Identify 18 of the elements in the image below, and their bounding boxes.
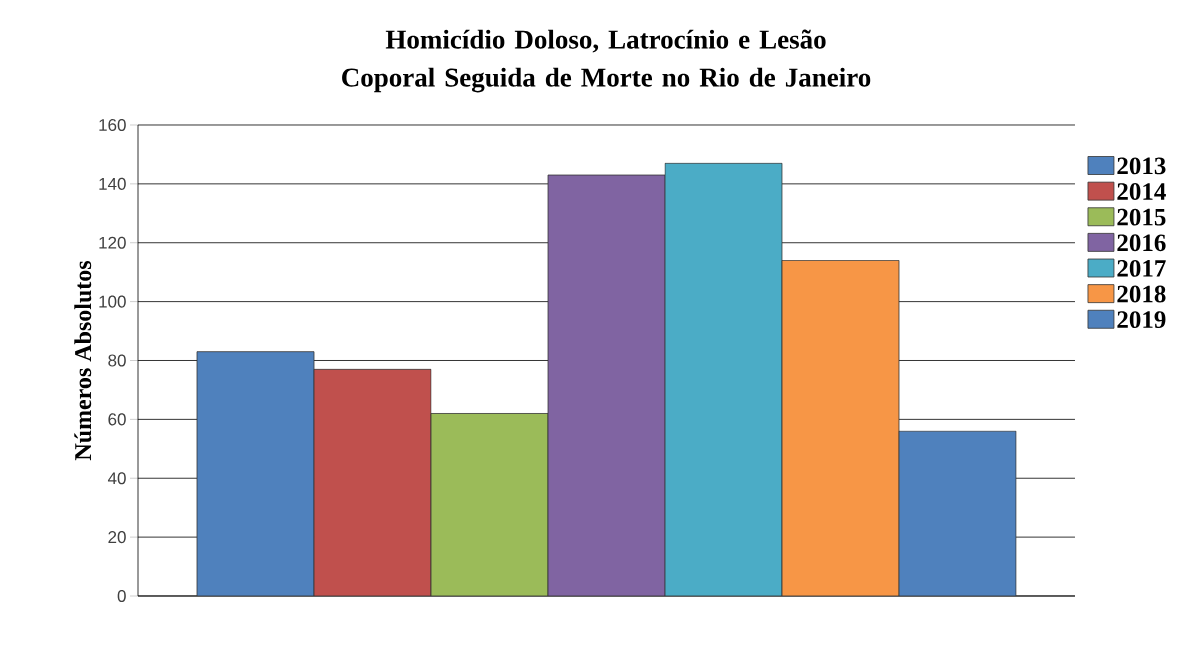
y-tick-label: 80: [108, 354, 126, 367]
legend-label: 2019: [1117, 311, 1166, 329]
legend-label: 2016: [1117, 234, 1166, 252]
legend-label: 2015: [1117, 208, 1166, 226]
y-tick-label: 140: [99, 177, 126, 190]
chart-title: Homicídio Doloso, Latrocínio e Lesão Coporal Seguida de Morte no Rio de Janeiro: [342, 29, 871, 93]
y-axis-title: Números Absolutos: [74, 260, 92, 461]
y-tick-label: 100: [99, 295, 126, 308]
y-tick-label: 40: [107, 472, 126, 485]
y-tick-label: 0: [117, 589, 126, 603]
legend-label: 2017: [1117, 259, 1166, 277]
legend-label: 2018: [1117, 285, 1166, 303]
y-tick-label: 60: [108, 413, 126, 426]
y-tick-label: 20: [108, 531, 126, 544]
y-tick-label: 160: [99, 118, 126, 132]
legend-label: 2014: [1117, 183, 1166, 200]
y-tick-label: 120: [99, 236, 126, 249]
legend-label: 2013: [1117, 157, 1166, 175]
